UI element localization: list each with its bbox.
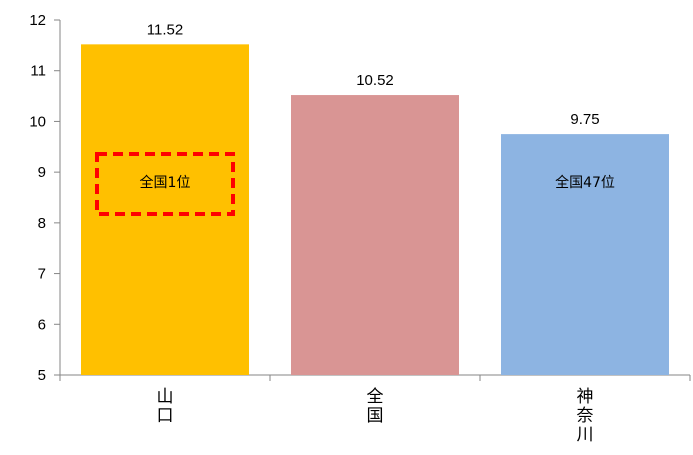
y-tick-label: 8 xyxy=(38,215,46,232)
annotation-label: 全国47位 xyxy=(555,174,615,191)
x-tick-label: 全国 xyxy=(367,387,384,426)
annotation-label: 全国1位 xyxy=(140,174,191,191)
y-tick-label: 12 xyxy=(29,12,46,29)
bar-2 xyxy=(291,95,459,376)
y-tick-label: 11 xyxy=(30,63,46,80)
bar-3 xyxy=(501,134,669,375)
y-tick-label: 6 xyxy=(38,316,46,333)
annotation-box xyxy=(95,152,235,216)
y-tick-label: 9 xyxy=(38,164,46,181)
data-label: 11.52 xyxy=(147,21,183,38)
x-tick-label: 神奈川 xyxy=(577,387,594,445)
bar-1 xyxy=(81,44,249,375)
y-tick-label: 7 xyxy=(38,266,46,283)
data-label: 9.75 xyxy=(570,111,599,128)
data-label: 10.52 xyxy=(356,72,394,89)
y-tick-label: 5 xyxy=(38,367,46,384)
x-tick-label: 山口 xyxy=(157,387,174,426)
y-tick-label: 10 xyxy=(29,113,46,130)
